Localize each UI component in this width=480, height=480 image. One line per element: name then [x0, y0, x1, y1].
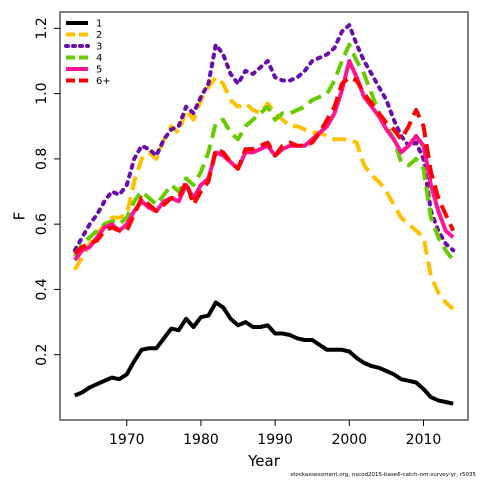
- legend-label: 2: [96, 30, 102, 41]
- legend-label: 4: [96, 53, 102, 64]
- series-line-4: [73, 42, 455, 262]
- legend-label: 5: [96, 65, 102, 76]
- x-tick-label: 2000: [331, 432, 367, 448]
- series-line-6: [73, 75, 456, 256]
- series-layer: [72, 23, 456, 406]
- x-tick-label: 1990: [257, 432, 293, 448]
- y-axis-title: F: [11, 212, 29, 221]
- y-tick-label: 0.6: [34, 213, 50, 235]
- x-tick-label: 2010: [406, 432, 442, 448]
- series-line-5: [73, 59, 455, 262]
- y-tick-label: 1.2: [34, 17, 50, 39]
- x-axis-title: Year: [247, 452, 281, 470]
- y-tick-label: 0.2: [34, 344, 50, 366]
- y-tick-label: 0.4: [34, 278, 50, 300]
- legend-label: 1: [96, 19, 102, 30]
- legend-label: 6+: [96, 76, 111, 87]
- x-axis: 1970 1980 1990 2000 2010: [109, 420, 441, 448]
- series-line-1: [74, 300, 454, 406]
- y-axis: 0.2 0.4 0.6 0.8 1.0 1.2: [34, 17, 60, 366]
- y-tick-label: 0.8: [34, 148, 50, 170]
- series-line-3: [72, 23, 456, 253]
- y-tick-label: 1.0: [34, 82, 50, 104]
- x-tick-label: 1980: [183, 432, 219, 448]
- x-tick-label: 1970: [109, 432, 145, 448]
- plot-frame: [59, 11, 469, 421]
- legend-label: 3: [96, 42, 102, 53]
- footnote: stockassessment.org, nscod2015-base6-cat…: [290, 472, 476, 478]
